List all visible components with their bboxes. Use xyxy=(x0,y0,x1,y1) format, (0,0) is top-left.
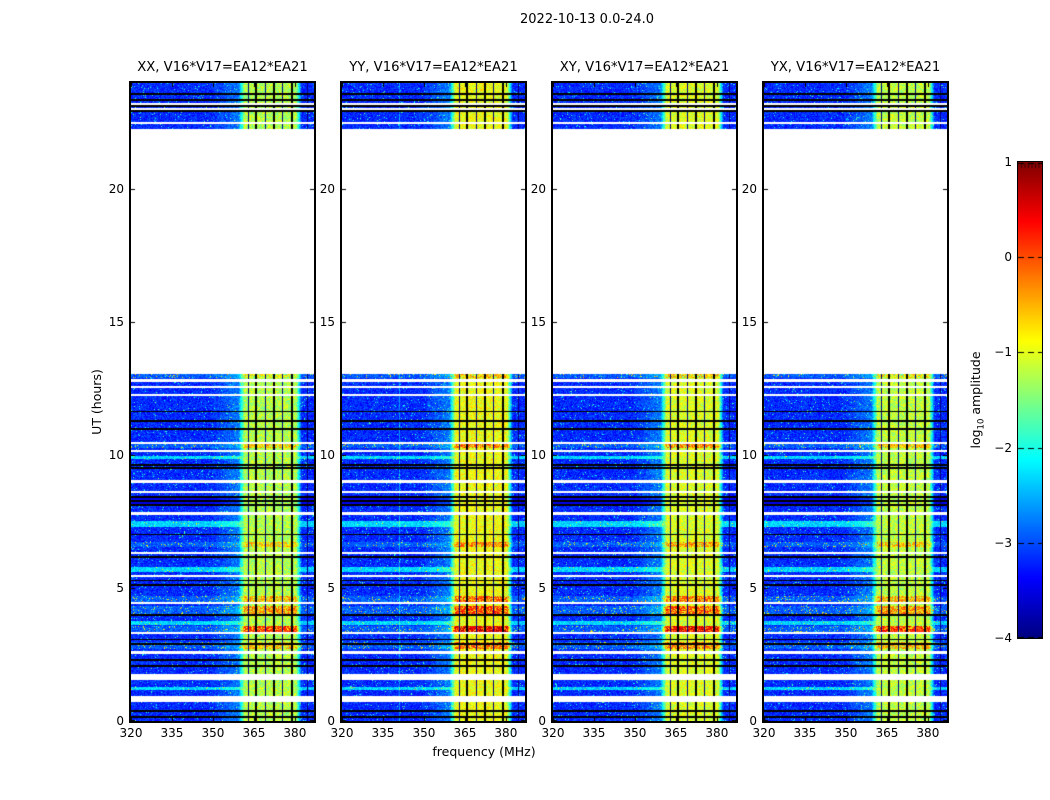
panel-title-2: YY, V16*V17=EA12*EA21 xyxy=(349,60,518,75)
y-tick-label: 15 xyxy=(530,315,546,330)
x-tick-label: 350 xyxy=(412,726,436,740)
x-tick-label: 365 xyxy=(875,726,899,740)
x-tick-label: 380 xyxy=(494,726,518,740)
spectrogram-panel-3 xyxy=(551,81,738,723)
y-tick-label: 0 xyxy=(116,714,124,728)
colorbar-tick-label: −2 xyxy=(994,440,1012,455)
x-axis-label: frequency (MHz) xyxy=(432,744,536,759)
y-tick-label: 15 xyxy=(108,315,124,330)
y-tick-label: 15 xyxy=(319,315,335,330)
colorbar-tick-label: −3 xyxy=(994,535,1012,550)
colorbar-label-sub: 10 xyxy=(976,418,987,430)
y-tick-label: 20 xyxy=(319,182,335,197)
spectrogram-panel-4 xyxy=(762,81,949,723)
y-tick-label: 5 xyxy=(116,581,124,596)
x-tick-label: 365 xyxy=(664,726,688,740)
colorbar-label: log10 amplitude xyxy=(968,340,987,460)
x-tick-label: 335 xyxy=(160,726,184,740)
spectrogram-image-2 xyxy=(342,83,525,721)
x-tick-label: 350 xyxy=(201,726,225,740)
colorbar-tick-label: 1 xyxy=(1004,155,1012,169)
x-tick-label: 320 xyxy=(330,726,354,740)
y-tick-label: 20 xyxy=(108,182,124,197)
x-tick-label: 365 xyxy=(242,726,266,740)
y-tick-label: 10 xyxy=(108,448,124,463)
x-tick-label: 380 xyxy=(283,726,307,740)
spectrogram-image-4 xyxy=(764,83,947,721)
panel-title-1: XX, V16*V17=EA12*EA21 xyxy=(137,60,308,75)
y-tick-label: 20 xyxy=(741,182,757,197)
colorbar-label-log: log xyxy=(968,429,983,449)
spectrogram-panel-2 xyxy=(340,81,527,723)
colorbar-gradient xyxy=(1018,162,1042,638)
y-tick-label: 5 xyxy=(538,581,546,596)
x-tick-label: 350 xyxy=(834,726,858,740)
spectrogram-panel-1 xyxy=(129,81,316,723)
colorbar-tick-label: −4 xyxy=(994,631,1012,645)
y-tick-label: 0 xyxy=(749,714,757,728)
figure-title: 2022-10-13 0.0-24.0 xyxy=(520,12,654,27)
y-tick-label: 5 xyxy=(749,581,757,596)
y-tick-label: 0 xyxy=(327,714,335,728)
panel-title-3: XY, V16*V17=EA12*EA21 xyxy=(559,60,730,75)
x-tick-label: 380 xyxy=(705,726,729,740)
x-tick-label: 335 xyxy=(793,726,817,740)
y-tick-label: 15 xyxy=(741,315,757,330)
y-tick-label: 20 xyxy=(530,182,546,197)
colorbar-label-amp: amplitude xyxy=(968,351,983,415)
x-tick-label: 320 xyxy=(752,726,776,740)
x-tick-label: 335 xyxy=(371,726,395,740)
x-tick-label: 350 xyxy=(623,726,647,740)
x-tick-label: 335 xyxy=(582,726,606,740)
y-tick-label: 10 xyxy=(319,448,335,463)
y-tick-label: 5 xyxy=(327,581,335,596)
x-tick-label: 380 xyxy=(916,726,940,740)
x-tick-label: 320 xyxy=(541,726,565,740)
spectrogram-image-3 xyxy=(553,83,736,721)
y-tick-label: 10 xyxy=(530,448,546,463)
x-tick-label: 365 xyxy=(453,726,477,740)
y-axis-label: UT (hours) xyxy=(89,369,104,435)
x-tick-label: 320 xyxy=(119,726,143,740)
colorbar-tick-label: 0 xyxy=(1004,250,1012,265)
panel-title-4: YX, V16*V17=EA12*EA21 xyxy=(770,60,941,75)
colorbar xyxy=(1017,161,1043,639)
y-tick-label: 10 xyxy=(741,448,757,463)
spectrogram-image-1 xyxy=(131,83,314,721)
y-tick-label: 0 xyxy=(538,714,546,728)
colorbar-tick-label: −1 xyxy=(994,345,1012,360)
